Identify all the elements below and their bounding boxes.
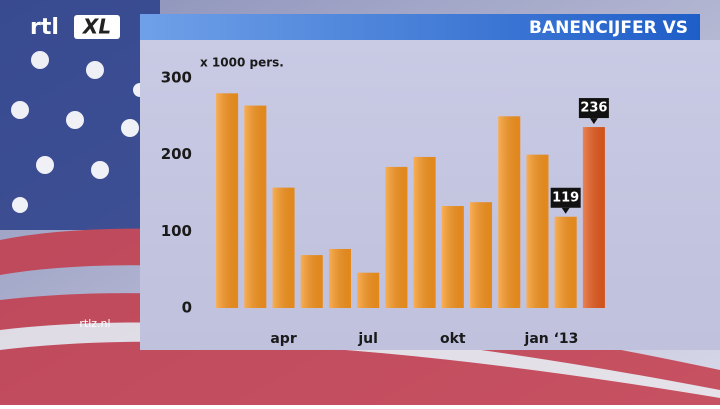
bar-shade: [216, 93, 239, 308]
x-tick-label: apr: [270, 331, 296, 347]
y-axis-unit: x 1000 pers.: [200, 56, 284, 70]
label-box: [550, 187, 581, 208]
data-label: 119: [552, 190, 579, 205]
y-tick-label: 100: [161, 222, 192, 240]
bar-shade: [554, 216, 577, 308]
bar-shade: [300, 255, 323, 308]
x-tick-label: jul: [357, 331, 378, 347]
y-tick-label: 300: [161, 69, 192, 87]
website: rtlz.nl: [79, 317, 110, 330]
logo-xl: XL: [81, 15, 111, 39]
bar-shade: [470, 202, 493, 308]
bar-shade: [582, 127, 605, 308]
bar-shade: [526, 154, 549, 308]
label-box: [578, 98, 609, 119]
label-pointer: [589, 118, 598, 125]
bar-shade: [272, 187, 295, 308]
x-tick-label: okt: [440, 331, 466, 347]
logo-rtl: rtl: [30, 15, 59, 40]
bar-shade: [413, 156, 436, 308]
label-pointer: [561, 207, 570, 214]
logo-xl-box: [74, 15, 120, 39]
bar-shade: [441, 206, 464, 308]
bar-shade: [357, 272, 380, 308]
bar-shade: [385, 166, 408, 308]
bar-shade: [498, 116, 521, 308]
y-tick-label: 0: [182, 299, 192, 317]
title-bar: [140, 14, 700, 40]
x-tick-label: jan ‘13: [524, 331, 579, 347]
chart-title: BANENCIJFER VS: [529, 18, 688, 38]
data-label: 236: [580, 101, 607, 116]
bar-shade: [328, 248, 351, 308]
y-tick-label: 200: [161, 145, 192, 163]
bar-shade: [244, 105, 267, 308]
